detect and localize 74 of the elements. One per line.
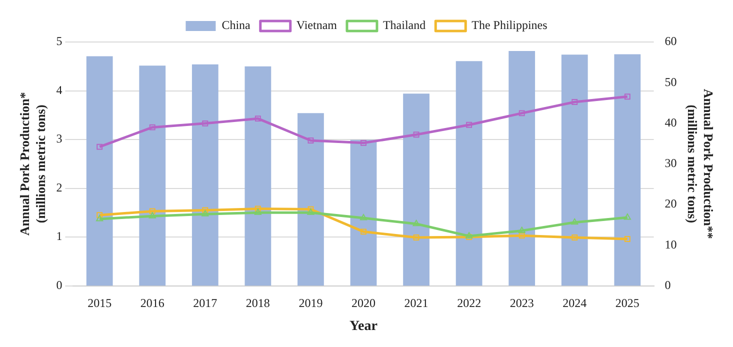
bar (244, 66, 272, 286)
legend-label: Thailand (382, 18, 426, 32)
point (360, 228, 366, 235)
point (412, 220, 420, 226)
point (413, 132, 420, 138)
x-tick-label: 2016 (140, 296, 164, 310)
point (624, 214, 631, 220)
x-tick-label: 2025 (615, 296, 640, 310)
bar (508, 50, 536, 286)
y2-axis-title: Annual Pork Production** (millions metric tons) (685, 88, 716, 239)
y2-tick-label: 0 (664, 278, 671, 292)
point (96, 144, 103, 150)
point (149, 208, 156, 214)
bar (456, 61, 482, 286)
point (466, 122, 472, 128)
point (202, 120, 208, 126)
y-tick-label: 0 (56, 278, 62, 292)
y2-tick-label: 40 (664, 115, 677, 130)
point (571, 218, 578, 225)
x-tick-label: 2017 (193, 296, 218, 310)
bar (86, 56, 113, 286)
bar (403, 94, 430, 286)
x-tick-label: 2022 (457, 296, 482, 310)
y-axis-title: Annual Pork Production* (millions metric tons) (17, 92, 48, 236)
point (518, 232, 525, 239)
point (518, 226, 526, 233)
point (308, 206, 314, 212)
y-tick-label: 4 (56, 82, 62, 97)
point (149, 124, 156, 130)
point (413, 234, 420, 241)
x-tick-label: 2015 (88, 296, 112, 310)
point (202, 210, 209, 216)
y2-tick-label: 30 (664, 156, 677, 170)
point (360, 140, 366, 146)
y2-tick-label: 60 (664, 34, 677, 48)
x-axis-title: Year (350, 319, 378, 334)
point (202, 207, 208, 214)
point (466, 234, 472, 240)
y2-tick-label: 10 (664, 237, 677, 252)
bar (614, 54, 641, 286)
point (360, 214, 368, 220)
x-tick-label: 2023 (510, 296, 534, 310)
point (572, 99, 578, 105)
point (518, 110, 525, 116)
point (148, 212, 156, 218)
legend-label: China (222, 18, 252, 32)
bar (561, 54, 588, 286)
bar (192, 64, 218, 286)
bar (139, 66, 166, 286)
y-tick-label: 2 (56, 180, 62, 194)
point (254, 206, 261, 212)
y2-tick-label: 20 (664, 196, 677, 211)
legend-label: Vietnam (296, 18, 338, 32)
y-tick-label: 5 (56, 34, 62, 48)
point (254, 116, 261, 122)
point (96, 215, 104, 222)
point (624, 94, 630, 100)
x-tick-label: 2021 (404, 296, 428, 310)
point (96, 212, 103, 218)
bar (298, 113, 324, 286)
y2-tick-label: 50 (664, 74, 677, 89)
point (624, 236, 630, 242)
point (254, 208, 262, 215)
point (308, 138, 314, 144)
x-tick-label: 2020 (352, 296, 376, 310)
x-tick-label: 2024 (562, 296, 587, 310)
x-tick-label: 2018 (246, 296, 270, 310)
bar (350, 140, 377, 286)
x-tick-label: 2019 (298, 296, 323, 310)
y-tick-label: 1 (56, 229, 62, 244)
point (572, 234, 578, 241)
point (307, 208, 314, 215)
legend-label: The Philippines (472, 18, 548, 32)
y-tick-label: 3 (56, 132, 62, 146)
